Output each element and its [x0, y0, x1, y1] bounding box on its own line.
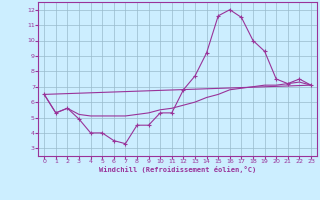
X-axis label: Windchill (Refroidissement éolien,°C): Windchill (Refroidissement éolien,°C) — [99, 166, 256, 173]
